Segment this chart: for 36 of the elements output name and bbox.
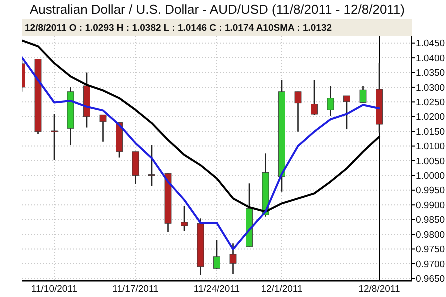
x-tick-label: 11/17/2011 xyxy=(112,284,159,295)
y-tick-label: 1.0100 xyxy=(416,142,446,153)
y-tick-label: 1.0450 xyxy=(416,38,446,50)
text: 12/8/2011 O : 1.0293 H : 1.0382 L : 1.0146 C : 1.0174 A10SMA : 1.0132 xyxy=(25,23,332,34)
chart-title: Australian Dollar / U.S. Dollar - AUD/USD (11/8/2011 - 12/8/2011) xyxy=(30,2,405,17)
candlestick xyxy=(294,91,302,133)
candlestick xyxy=(181,206,188,232)
y-tick-label: 1.0200 xyxy=(416,112,446,124)
candlestick xyxy=(327,85,334,117)
y-tick-label: 1.0250 xyxy=(416,98,446,108)
y-tick-label: 0.9750 xyxy=(416,244,446,256)
x-tick-label: 12/8/2011 xyxy=(358,284,400,295)
y-tick-label: 0.9700 xyxy=(416,259,446,270)
candlestick xyxy=(100,114,107,143)
y-tick-label: 0.9900 xyxy=(416,200,446,212)
y-tick-label: 1.0350 xyxy=(416,68,446,80)
y-tick-label: 0.9800 xyxy=(416,230,446,241)
candlestick xyxy=(214,240,220,270)
y-tick-label: 1.0400 xyxy=(416,53,446,64)
x-tick-label: 12/1/2011 xyxy=(261,284,303,295)
y-tick-label: 0.9850 xyxy=(416,215,446,226)
candlestick xyxy=(132,151,140,185)
y-tick-label: 1.0150 xyxy=(416,126,446,138)
x-tick-label: 11/10/2011 xyxy=(31,284,78,295)
candlestick xyxy=(344,95,350,130)
candlestick xyxy=(51,114,58,161)
candlestick xyxy=(360,85,367,104)
y-tick-label: 1.0000 xyxy=(416,171,446,182)
y-tick-label: 1.0050 xyxy=(416,156,446,168)
x-tick-label: 11/24/2011 xyxy=(194,284,240,295)
y-tick-label: 0.9950 xyxy=(416,186,446,197)
candlestick xyxy=(148,144,156,187)
candlestick xyxy=(311,79,318,116)
y-tick-label: 0.9650 xyxy=(416,274,446,285)
y-tick-label: 1.0300 xyxy=(416,82,446,94)
candlestick xyxy=(230,242,237,275)
